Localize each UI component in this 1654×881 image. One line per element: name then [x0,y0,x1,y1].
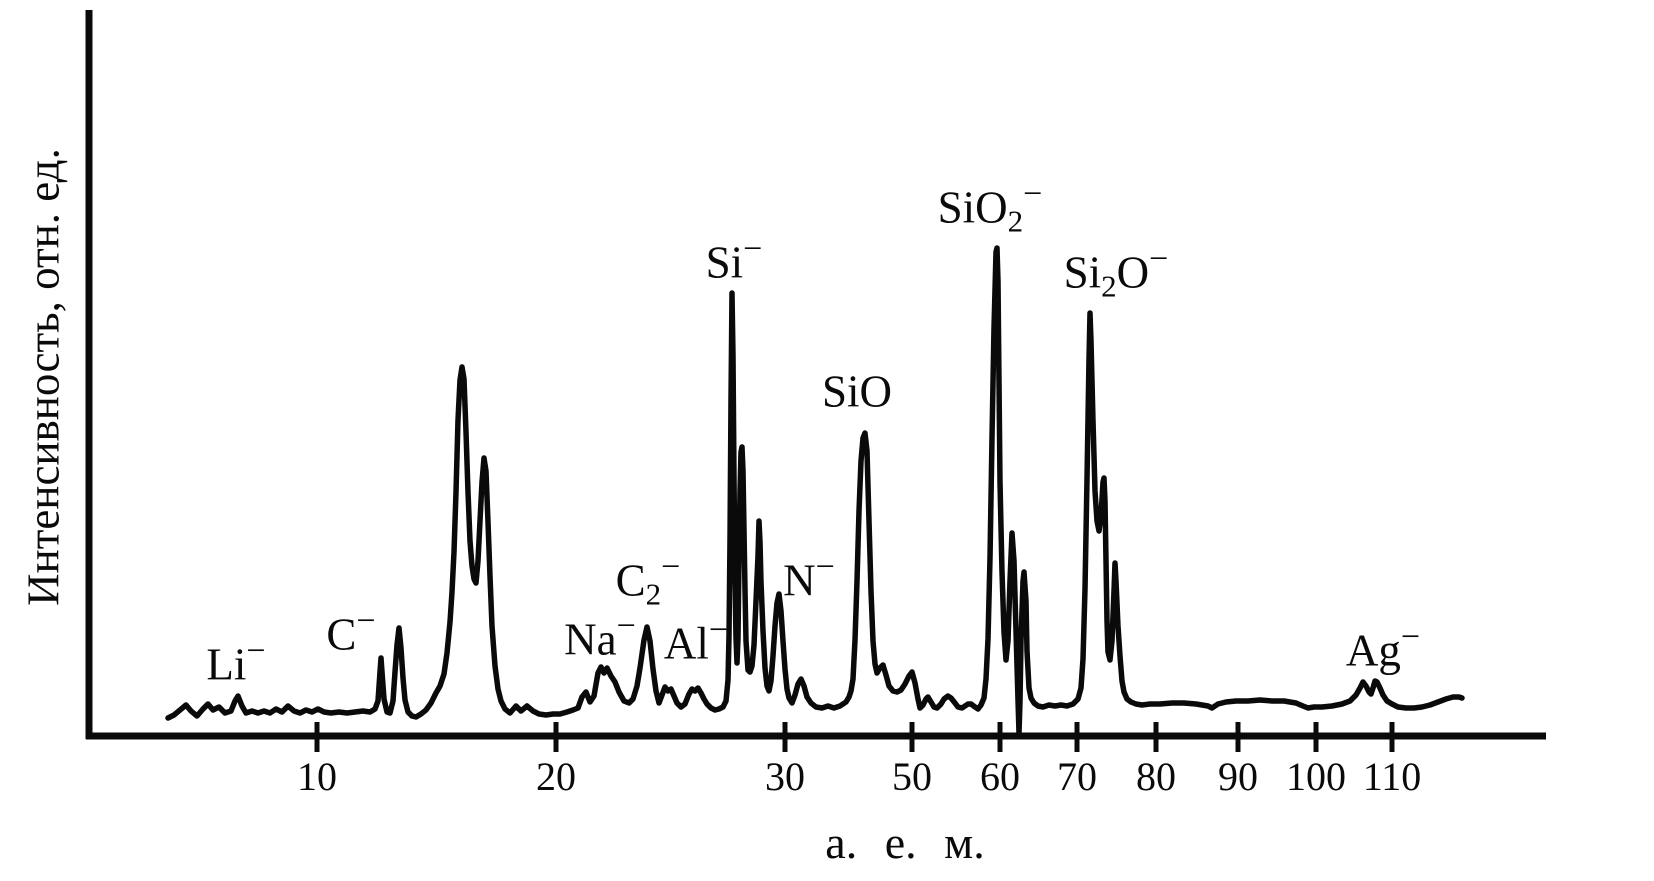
spectrum-curve [165,245,1465,736]
